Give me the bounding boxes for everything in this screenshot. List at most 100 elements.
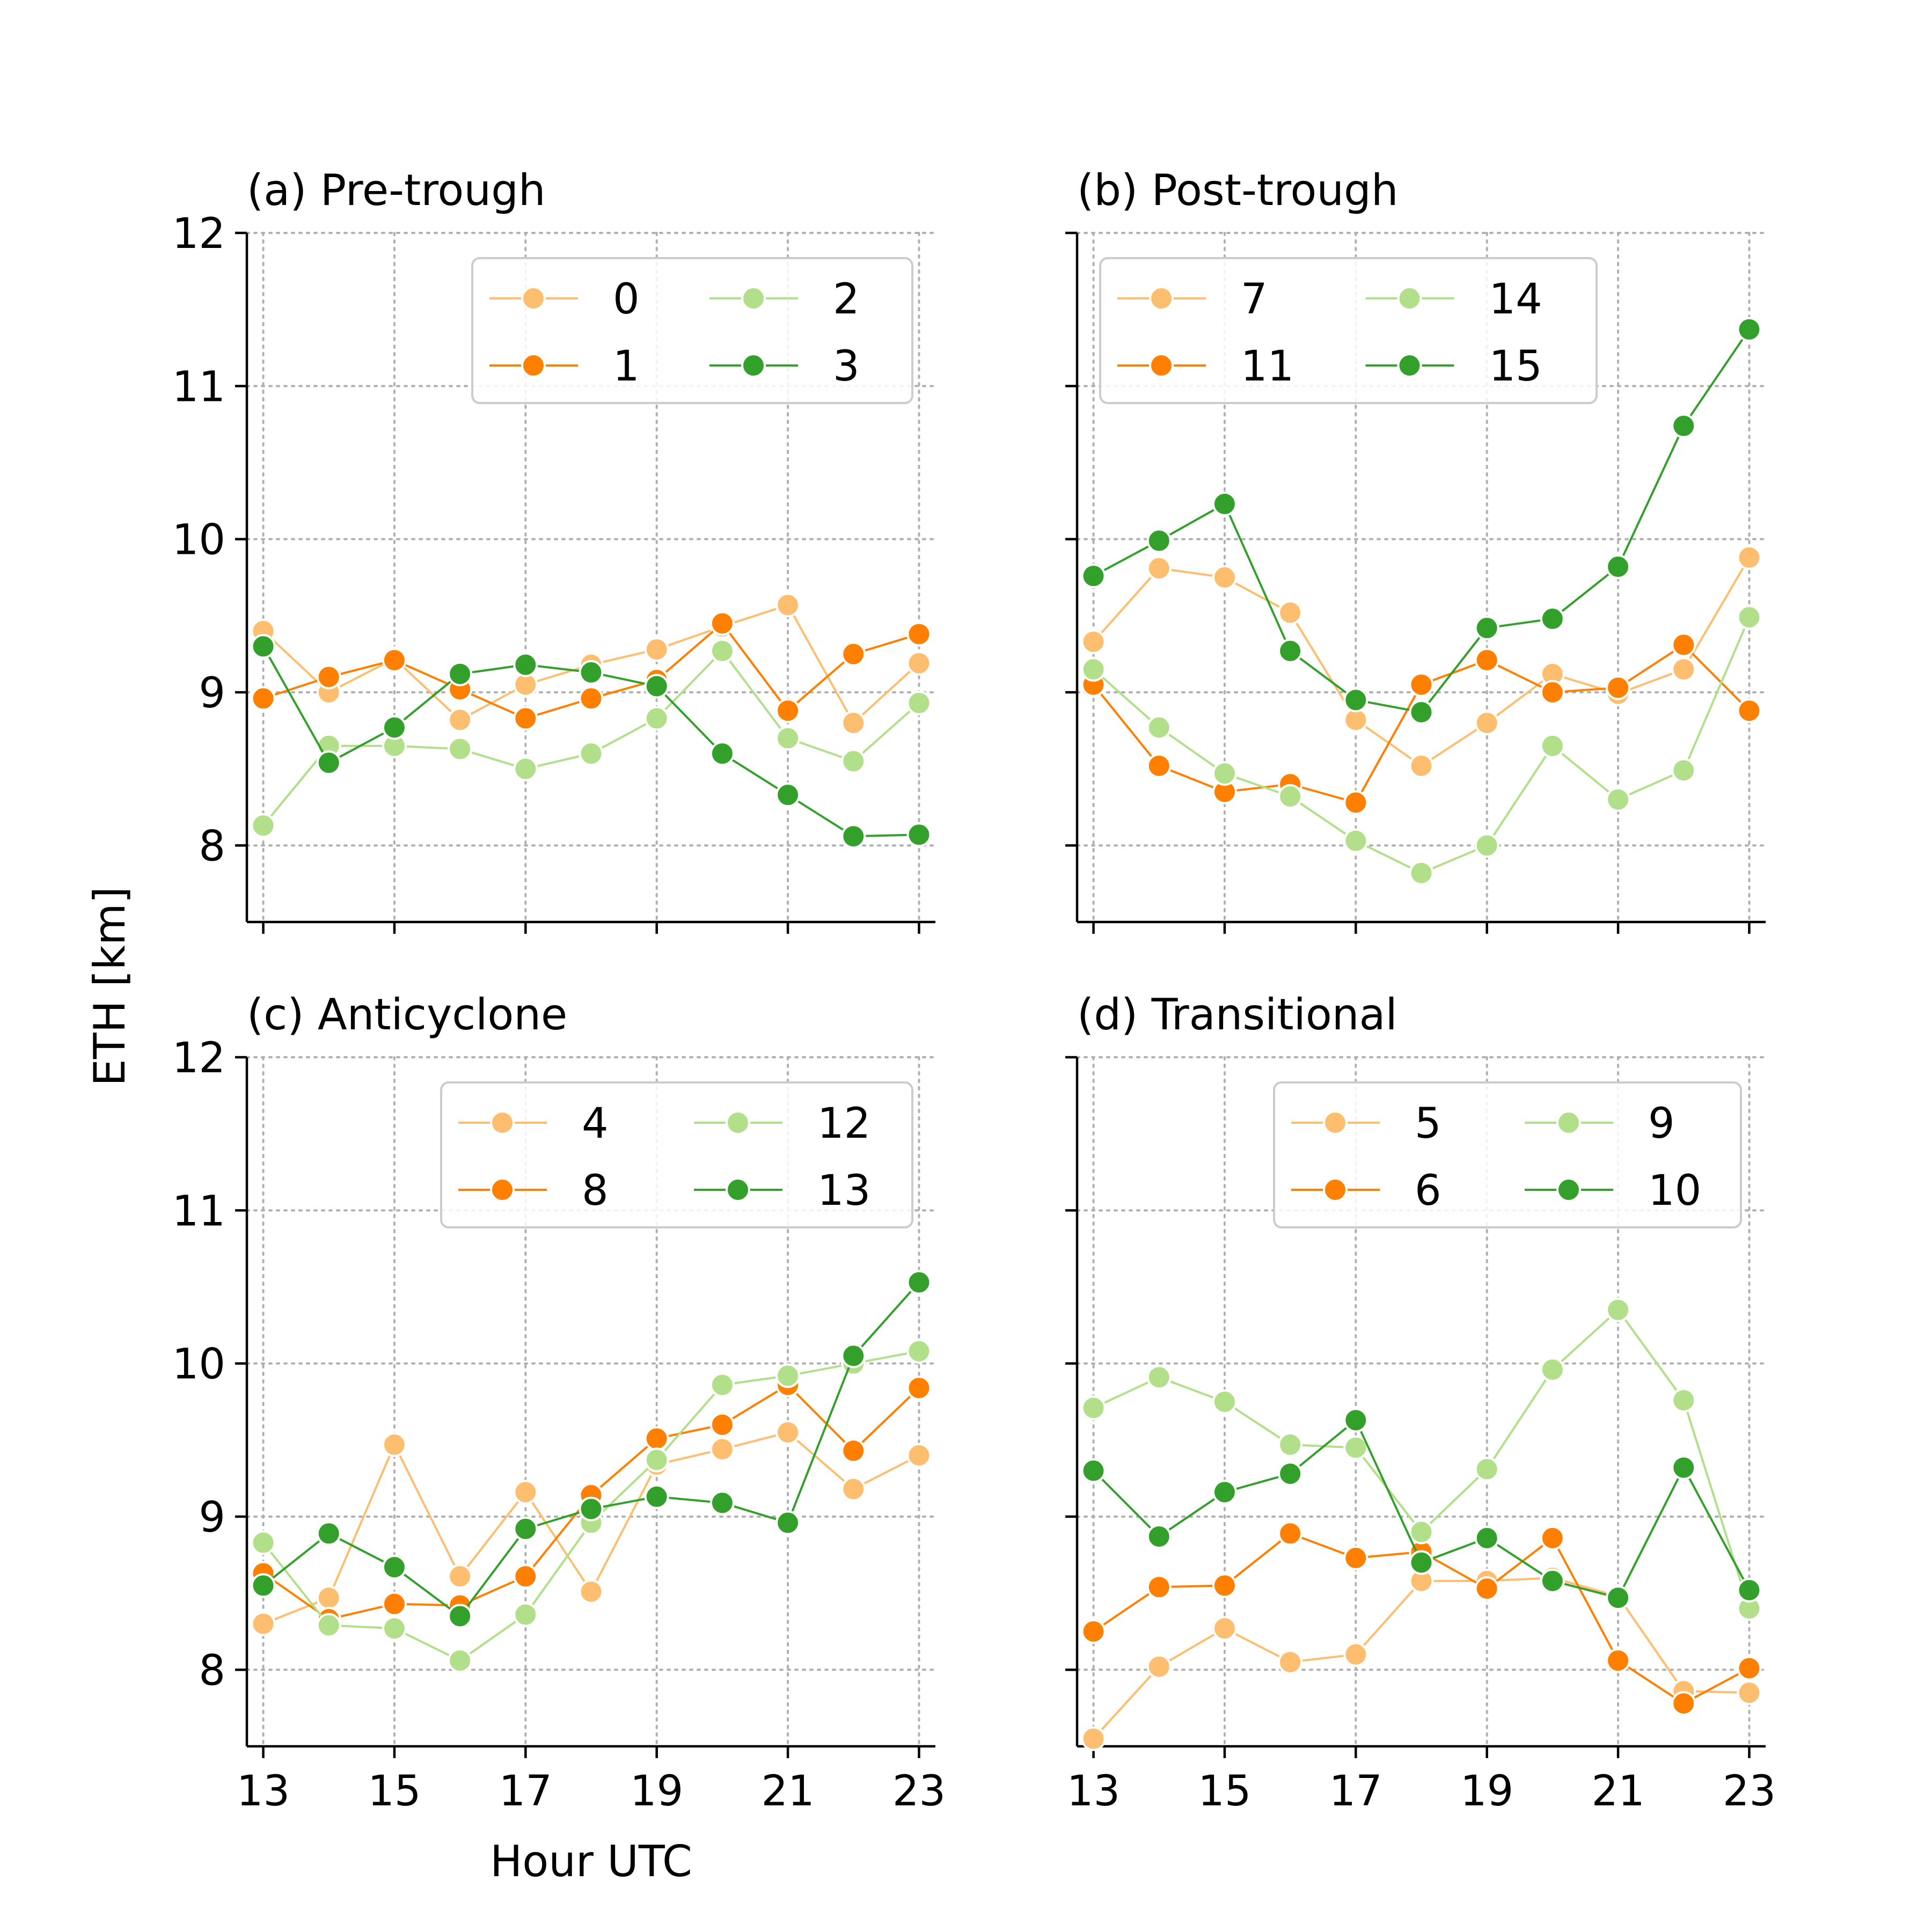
legend-entry-label: 5 [1415, 1100, 1441, 1148]
data-point [1540, 606, 1565, 632]
data-point [1737, 1577, 1762, 1602]
data-point [579, 686, 604, 711]
y-axis-label: ETH [km] [85, 887, 135, 1086]
legend-d: 5 6 9 10 [1273, 1081, 1742, 1228]
data-point [1540, 1568, 1565, 1593]
data-point [1343, 1642, 1368, 1667]
data-point [382, 1616, 407, 1641]
legend-entry-label: 0 [613, 275, 640, 324]
data-point [1737, 1656, 1762, 1681]
data-point [316, 750, 341, 775]
legend-a: 0 1 2 3 [471, 257, 913, 404]
legend-box [471, 257, 913, 404]
legend-c: 4 8 12 13 [440, 1081, 913, 1228]
data-point [644, 637, 669, 662]
data-point [251, 1530, 276, 1555]
legend-entry-label: 15 [1489, 342, 1542, 391]
x-tick-label: 23 [892, 1767, 946, 1816]
data-point [1146, 1524, 1172, 1549]
data-point [1081, 1458, 1106, 1483]
data-point [1409, 672, 1434, 697]
legend-entry-label: 6 [1415, 1167, 1441, 1215]
data-point [709, 1490, 735, 1516]
data-point [841, 641, 866, 667]
data-point [1540, 733, 1565, 758]
data-point [513, 756, 538, 781]
data-point [906, 1375, 932, 1401]
x-axis-label: Hour UTC [490, 1836, 692, 1886]
data-point [448, 1648, 473, 1673]
data-point [1343, 790, 1368, 815]
data-point [1081, 1726, 1106, 1751]
data-point [709, 741, 735, 766]
legend-entry-label: 1 [613, 342, 640, 391]
data-point [1278, 1521, 1303, 1546]
data-point [1737, 698, 1762, 723]
legend-marker [521, 286, 546, 311]
data-point [1146, 528, 1172, 553]
data-point [1474, 833, 1499, 858]
data-point [775, 782, 801, 808]
data-point [1737, 1680, 1762, 1706]
data-point [316, 1585, 341, 1611]
legend-marker [521, 353, 546, 378]
data-point [513, 652, 538, 677]
data-point [1146, 753, 1172, 778]
legend-marker [1556, 1110, 1581, 1135]
data-point [382, 1555, 407, 1580]
legend-entry-label: 14 [1489, 275, 1542, 324]
data-point [775, 698, 801, 723]
data-point [1409, 753, 1434, 778]
data-point [448, 707, 473, 733]
data-point [448, 736, 473, 762]
data-point [1606, 675, 1631, 700]
panel-c: 8 9 10 11 12 13 15 17 19 21 23 (c) Anticyclone Hour … [85, 887, 946, 1886]
legend-entry-label: 10 [1648, 1167, 1701, 1215]
data-point [775, 592, 801, 618]
data-point [1606, 1585, 1631, 1611]
data-point [513, 1602, 538, 1627]
series-line-d-0 [1093, 1577, 1750, 1740]
legend-entry-label: 9 [1648, 1100, 1675, 1148]
data-point [644, 674, 669, 699]
data-point [382, 1432, 407, 1457]
data-point [513, 1564, 538, 1589]
panel-title-d: (d) Transitional [1077, 990, 1397, 1040]
data-point [382, 648, 407, 673]
panel-title-b: (b) Post-trough [1077, 165, 1399, 215]
data-point [448, 1604, 473, 1629]
data-point [1474, 616, 1499, 641]
data-point [906, 1443, 932, 1468]
y-tick-label: 12 [172, 1034, 225, 1082]
data-point [1081, 1619, 1106, 1644]
data-point [1212, 1389, 1237, 1414]
legend-box [440, 1081, 913, 1228]
data-point [775, 1363, 801, 1388]
data-point [1081, 1395, 1106, 1421]
data-point [1278, 1461, 1303, 1487]
y-tick-label: 9 [199, 1494, 225, 1542]
data-point [1343, 1435, 1368, 1460]
data-point [1671, 758, 1696, 783]
data-point [1474, 1576, 1499, 1601]
data-point [316, 1521, 341, 1546]
data-point [1474, 711, 1499, 736]
data-point [906, 822, 932, 847]
data-point [841, 1476, 866, 1502]
x-tick-label: 23 [1723, 1767, 1776, 1816]
series-line-b-2 [1093, 617, 1751, 874]
data-point [251, 1611, 276, 1636]
data-point [1737, 545, 1762, 570]
data-point [1606, 1297, 1631, 1322]
panel-d: 13 15 17 19 21 23 (d) Transitional 5 6 9 10 [1065, 990, 1776, 1816]
x-tick-label: 17 [1329, 1767, 1382, 1816]
data-point [1212, 1573, 1237, 1598]
data-point [1606, 554, 1631, 580]
data-point [1081, 657, 1106, 682]
data-point [1343, 1546, 1368, 1571]
data-point [906, 1270, 932, 1295]
legend-entry-label: 12 [817, 1100, 870, 1148]
legend-entry-label: 13 [817, 1167, 870, 1215]
y-tick-label: 12 [172, 210, 225, 258]
